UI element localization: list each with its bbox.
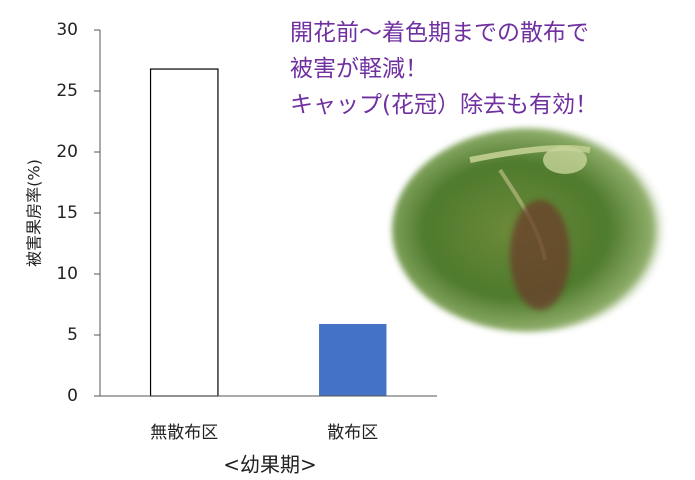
y-tick-label: 0 [67, 386, 78, 406]
annotation: キャップ(花冠）除去も有効！ [290, 92, 598, 118]
bar [149, 68, 219, 397]
y-tick-label: 10 [56, 264, 78, 284]
y-tick-label: 30 [56, 20, 78, 40]
x-axis-label: <幼果期> [223, 453, 317, 477]
annotation: 被害が軽減！ [290, 56, 428, 82]
annotation: 開花前～着色期までの散布で [290, 20, 589, 46]
y-axis-label: 被害果房率(%) [25, 159, 44, 267]
y-tick-label: 20 [56, 142, 78, 162]
y-tick-label: 25 [56, 81, 78, 101]
y-tick-label: 5 [67, 325, 78, 345]
photo [392, 128, 668, 332]
y-tick-label: 15 [56, 203, 78, 223]
bar [319, 324, 387, 396]
x-tick-label: 散布区 [327, 423, 378, 443]
x-tick-label: 無散布区 [150, 423, 218, 443]
